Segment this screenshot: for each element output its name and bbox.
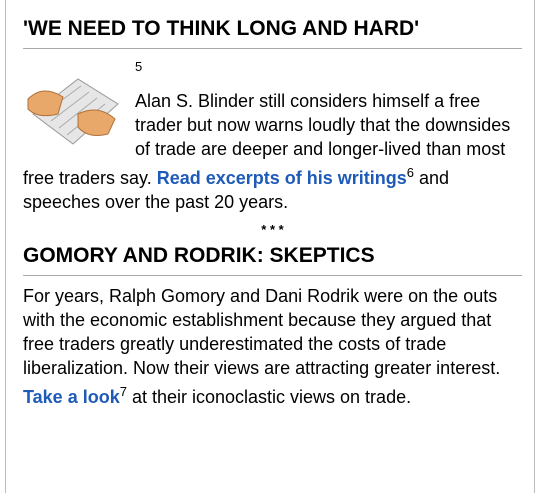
section-title: GOMORY AND RODRIK: SKEPTICS bbox=[23, 243, 522, 276]
link[interactable]: Read excerpts of his writings bbox=[157, 168, 407, 188]
article-box: 'WE NEED TO THINK LONG AND HARD' 5 Alan … bbox=[5, 0, 535, 493]
text: at their iconoclastic views on trade. bbox=[127, 387, 411, 407]
keyboard-image bbox=[23, 59, 123, 151]
text: For years, Ralph Gomory and Dani Rodrik … bbox=[23, 286, 500, 378]
section-title: 'WE NEED TO THINK LONG AND HARD' bbox=[23, 16, 522, 49]
separator: * * * bbox=[23, 222, 522, 237]
footnote: 6 bbox=[407, 165, 414, 180]
link[interactable]: Take a look bbox=[23, 387, 120, 407]
footnote: 7 bbox=[120, 384, 127, 399]
paragraph: For years, Ralph Gomory and Dani Rodrik … bbox=[23, 284, 522, 409]
